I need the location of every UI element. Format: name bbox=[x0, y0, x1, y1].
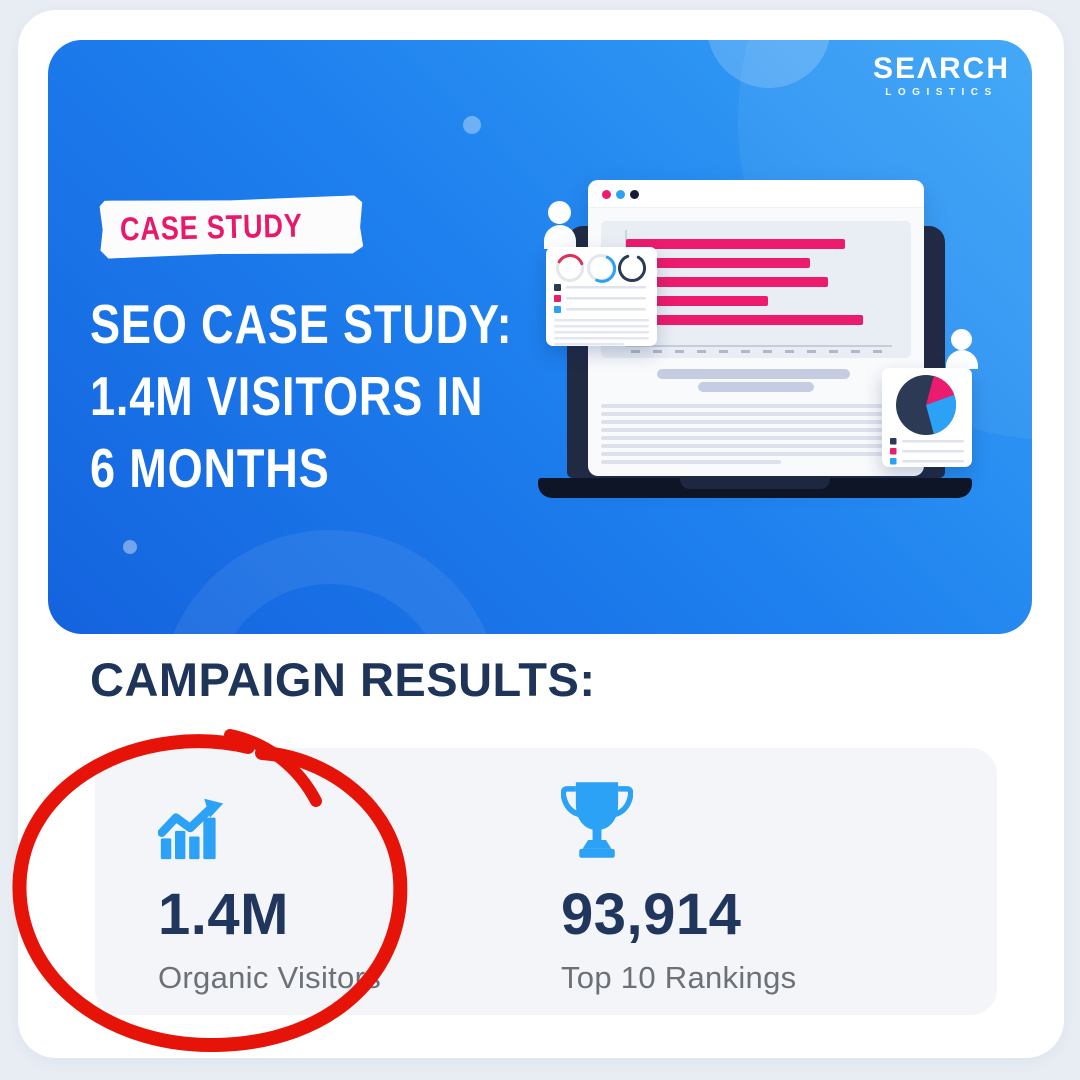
laptop-base bbox=[538, 478, 972, 498]
stat-value: 1.4M bbox=[158, 882, 289, 947]
case-study-badge: CASE STUDY bbox=[99, 195, 363, 258]
chart-bar bbox=[626, 315, 863, 325]
chart-tick bbox=[785, 350, 794, 353]
hero-title-line: 6 MONTHS bbox=[90, 437, 330, 499]
chart-tick bbox=[719, 350, 728, 353]
person-icon bbox=[544, 225, 576, 249]
placeholder-line bbox=[601, 412, 885, 416]
placeholder-pill bbox=[657, 369, 850, 379]
case-study-badge-label: CASE STUDY bbox=[119, 206, 303, 248]
decorative-ring bbox=[160, 530, 500, 634]
results-card: 1.4M Organic Visitors 93,914 Top 10 Rank… bbox=[95, 748, 997, 1015]
chart-tick bbox=[829, 350, 838, 353]
hero-title-line: 1.4M VISITORS IN bbox=[90, 365, 484, 427]
chart-bar bbox=[626, 277, 828, 287]
placeholder-line bbox=[601, 444, 885, 448]
browser-header bbox=[588, 180, 924, 208]
pie-chart bbox=[890, 375, 964, 465]
chart-tick bbox=[741, 350, 750, 353]
hero-banner: SEΛRCH LOGISTICS CASE STUDY SEO CASE STU… bbox=[48, 40, 1032, 634]
placeholder-pill bbox=[698, 382, 814, 392]
chart-tick bbox=[653, 350, 662, 353]
chart-axis bbox=[626, 345, 892, 347]
stat-value: 93,914 bbox=[561, 882, 742, 947]
stat-label: Organic Visitors bbox=[158, 960, 382, 995]
chart-tick bbox=[697, 350, 706, 353]
placeholder-line bbox=[601, 404, 885, 408]
stat-organic-visitors: 1.4M Organic Visitors bbox=[158, 778, 381, 996]
hero-title-line: SEO CASE STUDY: bbox=[90, 293, 513, 355]
placeholder-line bbox=[601, 420, 885, 424]
placeholder-line bbox=[601, 452, 885, 456]
chart-tick bbox=[873, 350, 882, 353]
chart-tick bbox=[807, 350, 816, 353]
brand-wordmark: SEΛRCH bbox=[872, 52, 1010, 85]
chart-bar bbox=[626, 239, 845, 249]
decorative-dot bbox=[463, 116, 481, 134]
pie-stats-card bbox=[882, 368, 972, 467]
chart-tick bbox=[851, 350, 860, 353]
stat-top-rankings: 93,914 Top 10 Rankings bbox=[561, 778, 796, 996]
window-dot-icon bbox=[602, 190, 611, 199]
results-heading: CAMPAIGN RESULTS: bbox=[90, 653, 596, 706]
browser-window bbox=[588, 180, 924, 476]
trend-chart-icon bbox=[158, 798, 224, 860]
hero-title: SEO CASE STUDY: 1.4M VISITORS IN 6 MONTH… bbox=[90, 288, 605, 504]
donut-charts bbox=[554, 254, 649, 346]
person-icon bbox=[951, 329, 972, 350]
chart-bar bbox=[626, 258, 810, 268]
person-icon bbox=[548, 201, 571, 224]
chart-tick bbox=[631, 350, 640, 353]
brand-submark: LOGISTICS bbox=[885, 87, 998, 98]
donut-stats-card bbox=[546, 247, 657, 346]
placeholder-line bbox=[601, 460, 781, 464]
decorative-dot bbox=[123, 540, 137, 554]
window-dot-icon bbox=[630, 190, 639, 199]
placeholder-line bbox=[601, 436, 885, 440]
window-dot-icon bbox=[616, 190, 625, 199]
chart-bar bbox=[626, 296, 768, 306]
person-icon bbox=[946, 350, 978, 369]
chart-tick bbox=[763, 350, 772, 353]
brand-logo: SEΛRCH LOGISTICS bbox=[872, 52, 1010, 99]
chart-tick bbox=[675, 350, 684, 353]
trophy-icon bbox=[561, 782, 633, 858]
placeholder-line bbox=[601, 428, 885, 432]
stat-label: Top 10 Rankings bbox=[561, 960, 797, 995]
